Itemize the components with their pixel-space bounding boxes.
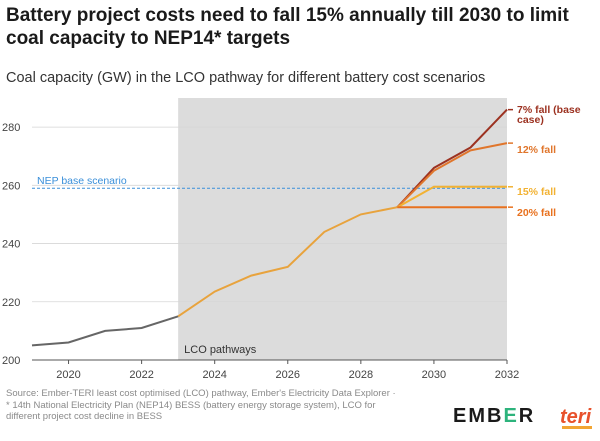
svg-text:teri: teri <box>560 406 592 428</box>
chart-title: Battery project costs need to fall 15% a… <box>6 5 569 49</box>
nep-reference-label: NEP base scenario <box>37 175 127 187</box>
y-tick-label: 200 <box>2 355 20 367</box>
shaded-region-label: LCO pathways <box>184 344 257 356</box>
x-tick-label: 2020 <box>56 369 80 381</box>
x-tick-label: 2028 <box>349 369 373 381</box>
series-label-1: 7% fall (base case) <box>517 104 581 126</box>
series-label-2: 12% fall <box>517 144 556 156</box>
x-tick-label: 2022 <box>129 369 153 381</box>
x-tick-label: 2024 <box>202 369 226 381</box>
teri-logo: teri <box>560 406 592 429</box>
ember-logo: EMBER <box>453 405 536 427</box>
y-tick-label: 280 <box>2 122 20 134</box>
y-tick-label: 260 <box>2 180 20 192</box>
series-line-3 <box>396 185 507 209</box>
series-label-4: 20% fall <box>517 207 556 219</box>
series-line-2 <box>396 142 508 208</box>
series-line-1 <box>396 108 508 208</box>
y-tick-label: 240 <box>2 239 20 251</box>
lco-pathway-line <box>177 206 398 318</box>
series-label-3: 15% fall <box>517 186 556 198</box>
lco-shaded-region <box>178 98 507 360</box>
chart-subtitle: Coal capacity (GW) in the LCO pathway fo… <box>6 70 486 86</box>
historical-line <box>31 315 179 347</box>
y-tick-label: 220 <box>2 297 20 309</box>
x-tick-label: 2030 <box>422 369 446 381</box>
x-tick-label: 2032 <box>495 369 519 381</box>
source-note: Source: Ember-TERI least cost optimised … <box>6 388 396 423</box>
x-tick-label: 2026 <box>276 369 300 381</box>
